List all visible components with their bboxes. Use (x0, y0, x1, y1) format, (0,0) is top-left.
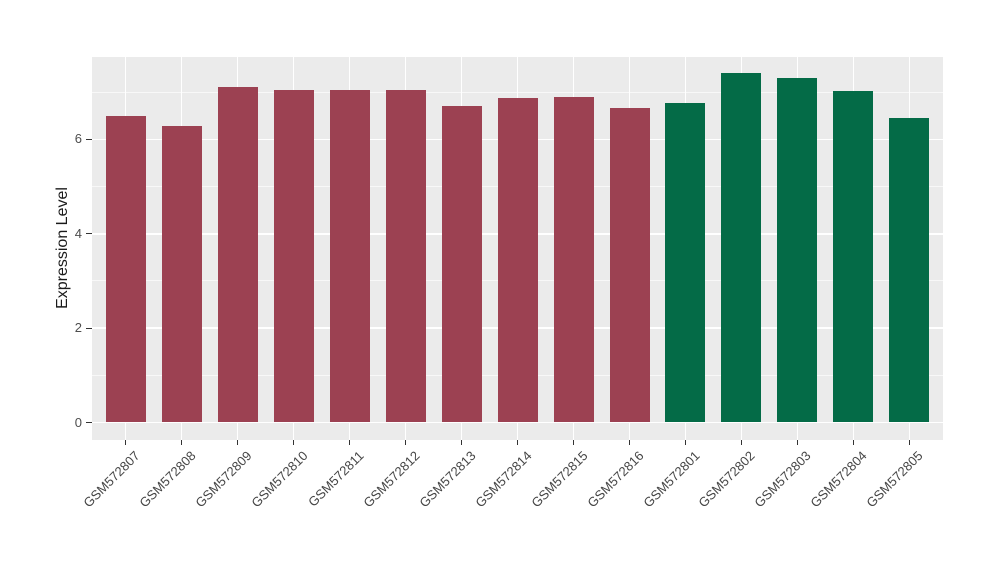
bar-GSM572816 (609, 107, 650, 423)
x-tick-label-GSM572805: GSM572805 (863, 448, 927, 511)
y-tick-label-2: 2 (74, 320, 82, 336)
x-tick-label-GSM572802: GSM572802 (695, 448, 759, 511)
x-tick-label-GSM572812: GSM572812 (359, 448, 423, 511)
x-tick-mark-GSM572805 (908, 440, 910, 445)
bar-GSM572814 (497, 97, 538, 423)
x-tick-label-GSM572815: GSM572815 (527, 448, 591, 511)
x-tick-mark-GSM572814 (517, 440, 519, 445)
x-tick-mark-GSM572813 (461, 440, 463, 445)
y-tick-label-0: 0 (74, 414, 82, 430)
bar-GSM572801 (665, 103, 706, 423)
x-tick-label-GSM572814: GSM572814 (471, 448, 535, 511)
x-tick-mark-GSM572804 (852, 440, 854, 445)
x-tick-mark-GSM572803 (796, 440, 798, 445)
bar-GSM572807 (105, 115, 146, 423)
x-tick-mark-GSM572808 (181, 440, 183, 445)
y-tick-label-6: 6 (74, 131, 82, 147)
y-tick-label-4: 4 (74, 225, 82, 241)
bar-GSM572809 (217, 87, 258, 423)
x-tick-label-GSM572803: GSM572803 (751, 448, 815, 511)
x-tick-label-GSM572808: GSM572808 (135, 448, 199, 511)
x-tick-label-GSM572810: GSM572810 (247, 448, 311, 511)
x-tick-mark-GSM572801 (684, 440, 686, 445)
bar-GSM572802 (721, 72, 762, 423)
bar-GSM572811 (329, 89, 370, 423)
x-tick-label-GSM572811: GSM572811 (304, 448, 367, 510)
bar-GSM572804 (833, 90, 874, 423)
bar-GSM572815 (553, 97, 594, 423)
x-tick-label-GSM572813: GSM572813 (415, 448, 479, 511)
x-tick-mark-GSM572812 (405, 440, 407, 445)
x-tick-label-GSM572809: GSM572809 (191, 448, 255, 511)
x-tick-mark-GSM572810 (293, 440, 295, 445)
x-tick-label-GSM572816: GSM572816 (583, 448, 647, 511)
x-tick-mark-GSM572816 (629, 440, 630, 445)
bar-GSM572808 (161, 126, 202, 423)
bar-GSM572812 (385, 90, 426, 423)
y-tick-mark-2 (86, 327, 92, 329)
x-tick-mark-GSM572811 (349, 440, 351, 445)
plot-panel (92, 57, 943, 440)
x-tick-mark-GSM572809 (237, 440, 239, 445)
y-tick-mark-0 (86, 422, 92, 423)
bar-GSM572803 (777, 78, 818, 423)
x-tick-label-GSM572804: GSM572804 (807, 448, 871, 511)
bar-GSM572805 (889, 118, 930, 423)
x-tick-label-GSM572807: GSM572807 (79, 448, 143, 511)
bar-GSM572813 (441, 106, 482, 423)
bar-GSM572810 (273, 89, 314, 423)
y-axis-title: Expression Level (54, 187, 71, 309)
x-tick-label-GSM572801: GSM572801 (639, 448, 703, 511)
x-tick-mark-GSM572815 (573, 440, 574, 445)
y-tick-mark-4 (86, 233, 92, 235)
y-tick-mark-6 (86, 138, 92, 140)
x-tick-mark-GSM572802 (740, 440, 742, 445)
x-tick-mark-GSM572807 (125, 440, 127, 445)
